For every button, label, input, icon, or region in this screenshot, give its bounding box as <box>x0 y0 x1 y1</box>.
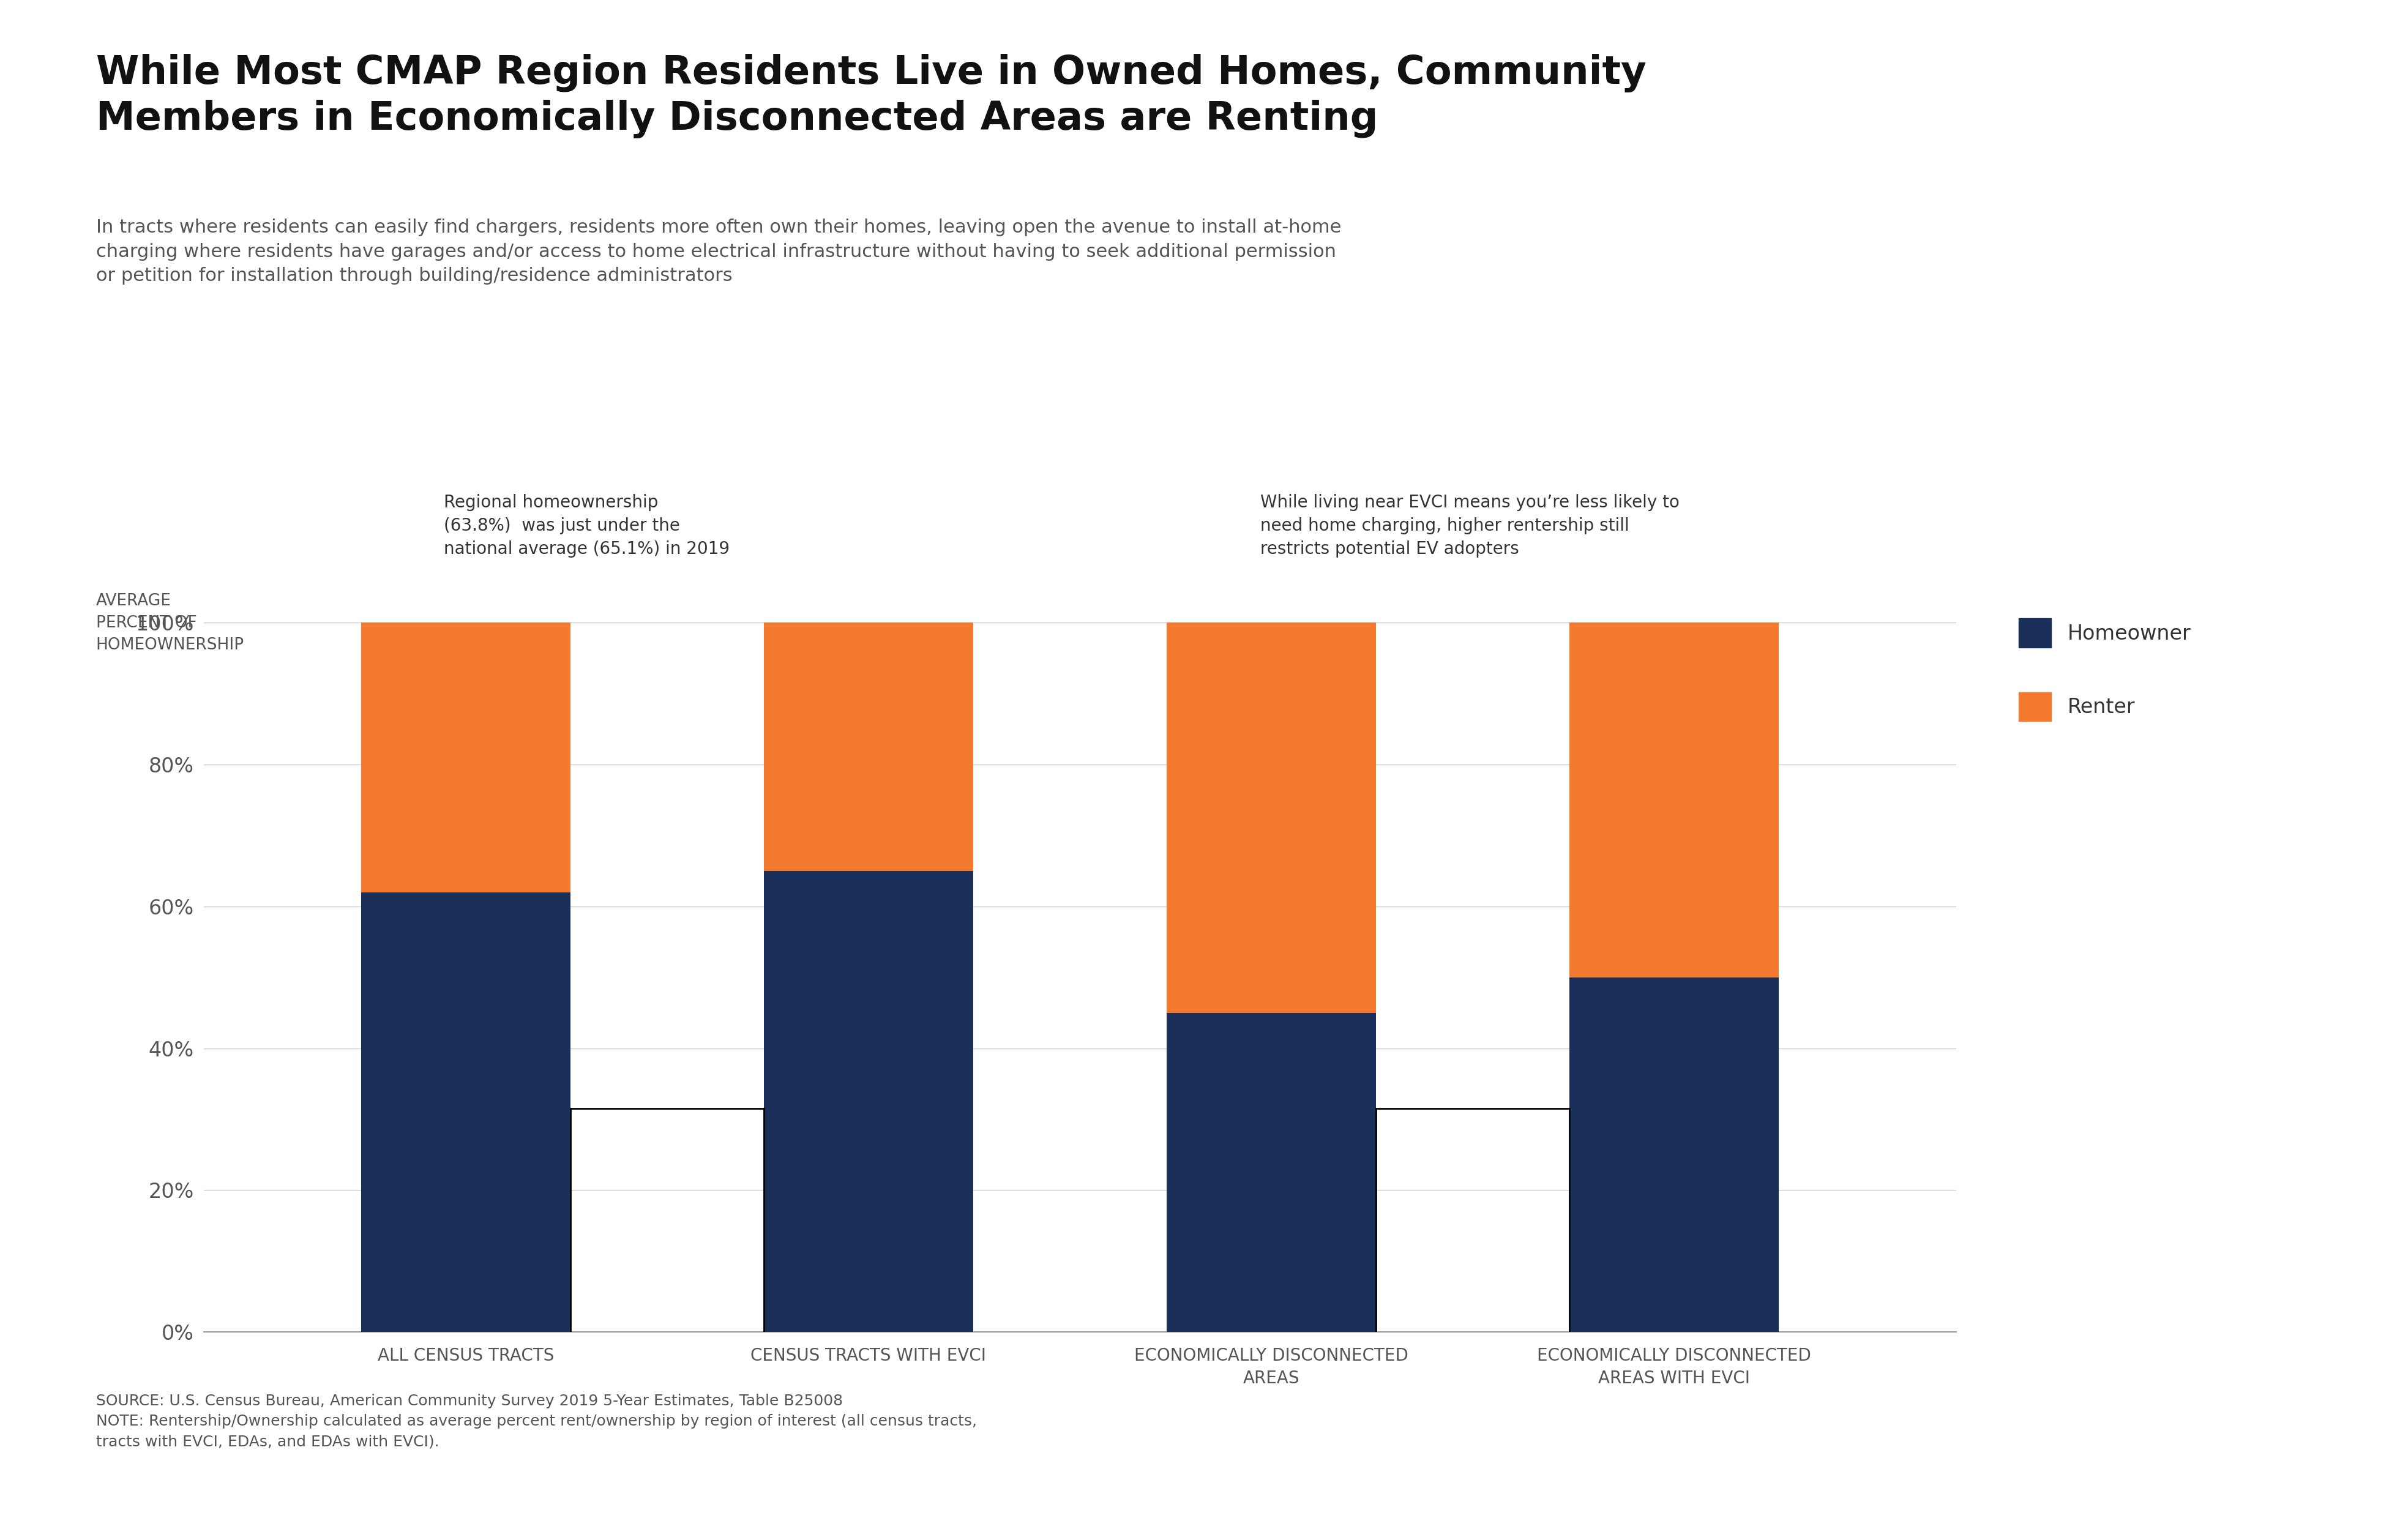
Text: While living near EVCI means you’re less likely to
need home charging, higher re: While living near EVCI means you’re less… <box>1260 494 1680 557</box>
Bar <box>1166 1013 1375 1332</box>
Text: AVERAGE
PERCENT OF
HOMEOWNERSHIP: AVERAGE PERCENT OF HOMEOWNERSHIP <box>96 593 245 653</box>
Bar <box>1570 622 1778 978</box>
Bar <box>360 622 571 892</box>
Legend: Homeowner, Renter: Homeowner, Renter <box>2018 619 2191 721</box>
Text: While Most CMAP Region Residents Live in Owned Homes, Community
Members in Econo: While Most CMAP Region Residents Live in… <box>96 54 1646 139</box>
Bar <box>763 870 974 1332</box>
Text: Regional homeownership
(63.8%)  was just under the
national average (65.1%) in 2: Regional homeownership (63.8%) was just … <box>444 494 730 557</box>
Bar <box>1166 622 1375 1013</box>
Text: SOURCE: U.S. Census Bureau, American Community Survey 2019 5-Year Estimates, Tab: SOURCE: U.S. Census Bureau, American Com… <box>96 1394 977 1449</box>
Bar <box>763 622 974 870</box>
Bar <box>1570 978 1778 1332</box>
Bar <box>360 892 571 1332</box>
Text: In tracts where residents can easily find chargers, residents more often own the: In tracts where residents can easily fin… <box>96 219 1342 285</box>
